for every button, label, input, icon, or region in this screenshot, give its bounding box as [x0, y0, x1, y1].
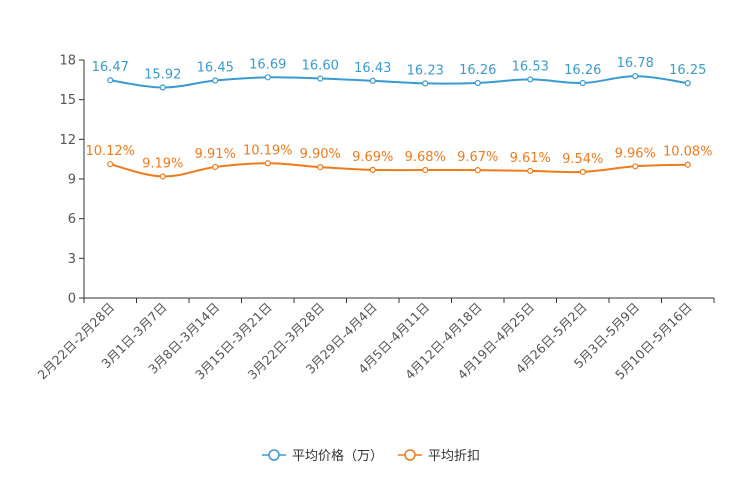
data-label-price: 16.53 — [512, 59, 549, 74]
y-tick-label: 18 — [59, 54, 76, 69]
data-point-discount[interactable] — [317, 164, 324, 171]
data-point-discount[interactable] — [107, 161, 114, 168]
data-label-discount: 10.08% — [663, 145, 713, 160]
data-label-discount: 9.69% — [352, 150, 393, 165]
data-point-price[interactable] — [212, 77, 219, 84]
data-point-discount[interactable] — [527, 167, 534, 175]
legend-item-price[interactable]: 平均价格（万） — [262, 448, 383, 464]
legend-discount-marker-icon — [404, 449, 416, 461]
data-label-discount: 9.68% — [405, 150, 446, 165]
data-point-discount[interactable] — [422, 166, 429, 174]
legend-price-marker-icon — [268, 449, 280, 461]
data-label-discount: 9.96% — [615, 146, 656, 161]
data-point-discount[interactable] — [579, 168, 586, 175]
data-label-discount: 9.91% — [195, 147, 236, 162]
data-label-price: 16.25 — [669, 63, 706, 78]
series-discount: 10.12% 9.19% 9.91% 10.19% 9.90% 9.69% 9.68% 9.6… — [85, 143, 713, 180]
x-tick-label: 2月22日-2月28日 — [34, 300, 117, 383]
series-price: 16.47 15.92 16.45 16.69 16.60 16.43 16.23 16.26… — [92, 56, 706, 91]
y-tick-label: 6 — [68, 212, 76, 227]
data-label-price: 16.26 — [564, 63, 601, 78]
data-point-price[interactable] — [317, 75, 324, 82]
data-label-price: 16.43 — [354, 61, 391, 76]
data-label-price: 16.60 — [302, 59, 339, 74]
data-point-price[interactable] — [369, 77, 376, 84]
x-axis: 2月22日-2月28日3月1日-3月7日3月8日-3月14日3月15日-3月21… — [34, 297, 715, 383]
data-point-price[interactable] — [579, 79, 586, 87]
y-axis: 0 3 6 9 12 15 18 — [59, 54, 85, 307]
data-label-discount: 9.19% — [142, 156, 183, 171]
series-layer: 16.47 15.92 16.45 16.69 16.60 16.43 16.23 16.26… — [85, 56, 713, 180]
data-point-discount[interactable] — [632, 163, 639, 170]
data-point-discount[interactable] — [212, 163, 219, 171]
data-point-price[interactable] — [684, 80, 691, 87]
legend-price-label: 平均价格（万） — [292, 448, 383, 464]
series-line-discount — [110, 162, 688, 178]
data-label-price: 16.23 — [407, 63, 444, 78]
data-label-discount: 10.12% — [85, 144, 135, 159]
y-tick-label: 0 — [68, 292, 76, 307]
data-point-price[interactable] — [527, 76, 534, 83]
data-label-price: 15.92 — [144, 68, 181, 83]
legend-discount-label: 平均折扣 — [428, 449, 480, 464]
data-label-discount: 9.90% — [300, 147, 341, 162]
y-tick-label: 15 — [59, 93, 76, 108]
data-point-discount[interactable] — [369, 166, 376, 173]
y-tick-label: 9 — [68, 173, 76, 188]
data-point-discount[interactable] — [159, 173, 166, 180]
data-label-price: 16.47 — [92, 60, 129, 75]
data-point-price[interactable] — [107, 77, 114, 84]
data-point-price[interactable] — [159, 84, 166, 91]
legend: 平均价格（万） 平均折扣 — [262, 448, 480, 464]
data-label-discount: 9.61% — [510, 151, 551, 166]
data-label-discount: 9.54% — [562, 152, 603, 167]
data-point-discount[interactable] — [684, 161, 691, 168]
data-label-discount: 9.67% — [457, 150, 498, 165]
legend-item-discount[interactable]: 平均折扣 — [398, 449, 480, 464]
data-point-discount[interactable] — [264, 160, 271, 167]
data-point-price[interactable] — [264, 74, 271, 81]
y-tick-label: 3 — [68, 252, 76, 267]
data-label-price: 16.69 — [249, 57, 286, 72]
data-point-price[interactable] — [632, 73, 639, 80]
data-point-discount[interactable] — [474, 167, 481, 174]
data-label-price: 16.26 — [459, 63, 496, 78]
data-label-price: 16.78 — [617, 56, 654, 71]
data-point-price[interactable] — [422, 80, 429, 87]
data-label-discount: 10.19% — [243, 143, 293, 158]
series-line-price — [110, 75, 688, 89]
y-tick-label: 12 — [59, 133, 76, 148]
data-point-price[interactable] — [474, 79, 481, 87]
data-label-price: 16.45 — [197, 60, 234, 75]
